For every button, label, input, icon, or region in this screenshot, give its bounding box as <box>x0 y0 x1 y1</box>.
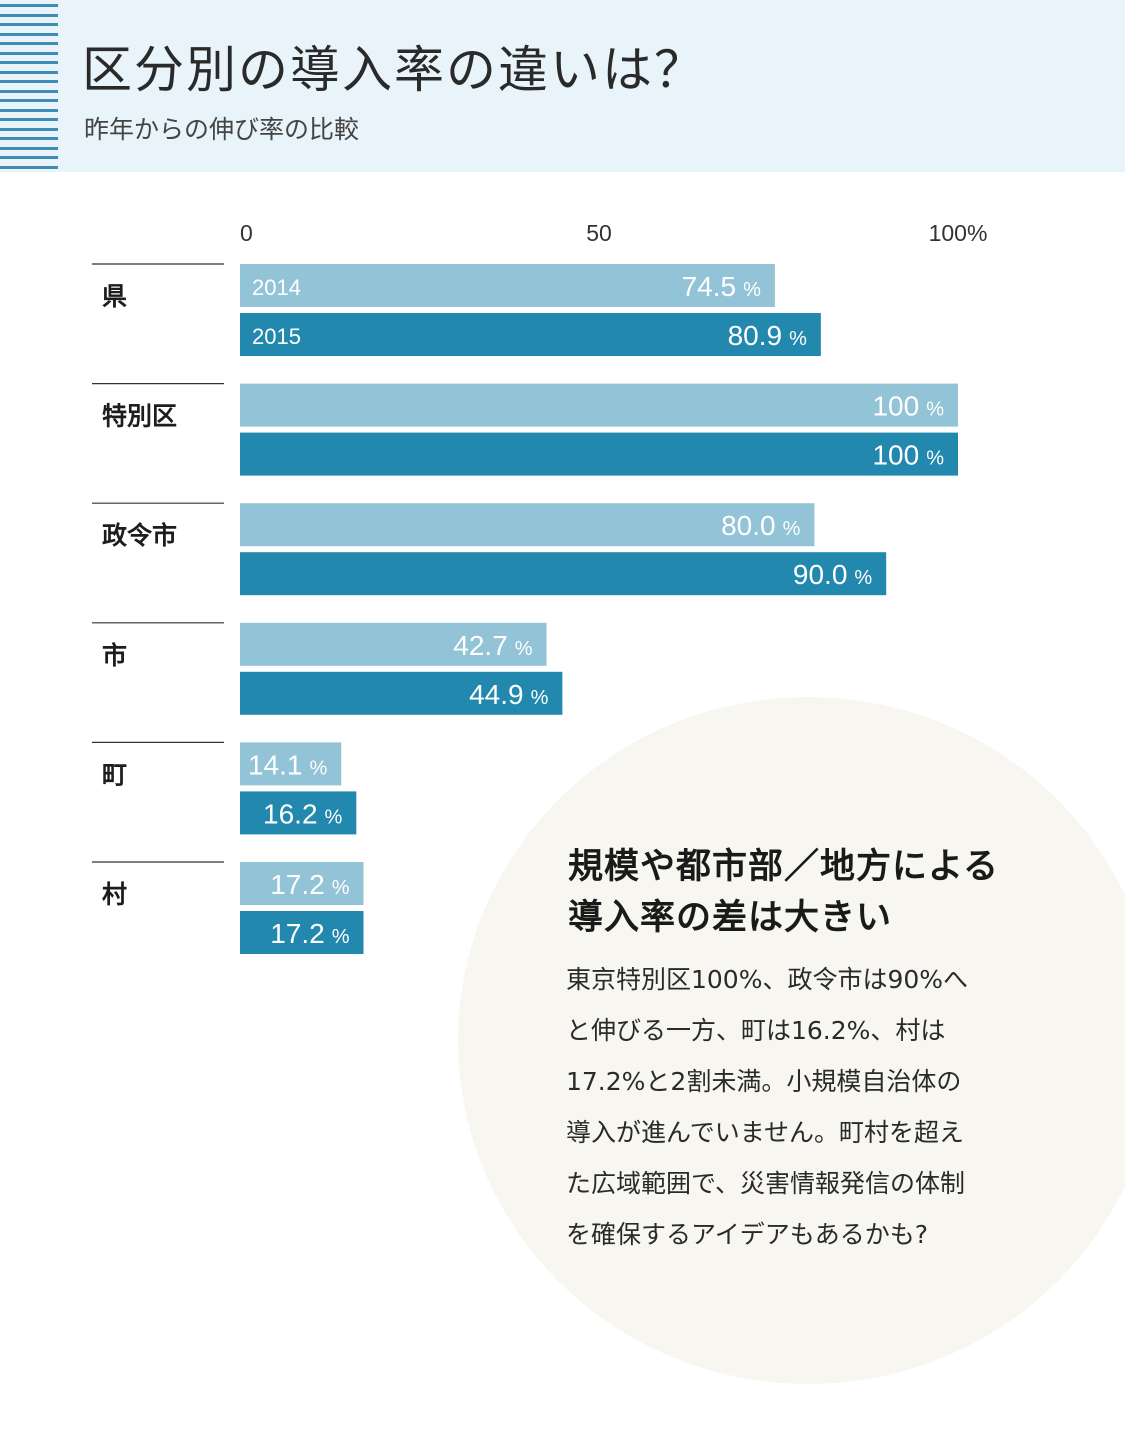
bar-value-label: 44.9% <box>469 679 549 710</box>
category-label: 村 <box>102 880 127 909</box>
bar-2014 <box>240 862 364 905</box>
stripe-line <box>0 118 58 121</box>
bar-2015 <box>240 432 958 476</box>
note-body-line: 東京特別区100%、政令市は90%へ <box>566 965 969 994</box>
stripe-line <box>0 13 58 17</box>
stripe-line <box>0 51 58 55</box>
note-heading: 規模や都市部／地方による 導入率の差は大きい <box>568 842 1108 944</box>
category-label: 町 <box>102 760 127 789</box>
bar-2015 <box>240 911 364 954</box>
bar-2014 <box>240 383 958 427</box>
category-label: 政令市 <box>102 521 177 550</box>
note-body-line: 17.2%と2割未満。小規模自治体の <box>566 1067 962 1096</box>
bar-value-label: 80.9% <box>728 320 808 351</box>
bar-value-label: 42.7% <box>453 630 533 661</box>
stripe-line <box>0 70 58 74</box>
bar-2015 <box>240 671 563 715</box>
bar-value-label: 90.0% <box>793 559 873 590</box>
x-tick-label: 0 <box>240 220 253 246</box>
bar-value-label: 100% <box>872 391 944 422</box>
bar-2015 <box>240 313 821 356</box>
note-heading-line: 導入率の差は大きい <box>568 898 893 938</box>
stripe-decoration <box>0 0 58 172</box>
note-body: 東京特別区100%、政令市は90%へ と伸びる一方、町は16.2%、村は 17.… <box>566 954 1066 1260</box>
category-label: 県 <box>102 282 127 311</box>
stripe-line <box>0 108 58 112</box>
stripe-line <box>0 23 58 26</box>
bar-value-label: 80.0% <box>721 510 801 541</box>
note-heading-line: 規模や都市部／地方による <box>568 847 999 887</box>
bar-2014 <box>240 622 547 666</box>
bar-2015 <box>240 791 357 835</box>
page-subtitle: 昨年からの伸び率の比較 <box>84 115 360 144</box>
bar-value-label: 100% <box>872 440 944 471</box>
category-label: 特別区 <box>102 402 177 431</box>
page-title: 区分別の導入率の違いは？ <box>82 41 706 99</box>
bar-value-label: 16.2% <box>263 798 343 829</box>
stripe-line <box>0 42 58 45</box>
bar-2015 <box>240 552 887 596</box>
stripe-line <box>0 4 58 7</box>
bar-2014 <box>240 503 815 547</box>
stripe-line <box>0 80 58 83</box>
note-body-line: た広域範囲で、災害情報発信の体制 <box>566 1169 966 1198</box>
bar-2014 <box>240 264 775 307</box>
bar-2014 <box>240 742 342 786</box>
note-circle-background <box>458 697 1125 1384</box>
bar-value-label: 14.1% <box>248 749 328 780</box>
bar-chart: 0 50 100% 県 74.5 % 2014 80.9 % 2015 特別区 100 % 100 % 政令市… <box>92 220 988 954</box>
header-banner: 区分別の導入率の違いは？ 昨年からの伸び率の比較 <box>0 0 1125 172</box>
stripe-line <box>0 99 58 102</box>
stripe-line <box>0 137 58 140</box>
category-label: 市 <box>102 641 127 670</box>
series-label: 2014 <box>252 275 301 300</box>
stripe-line <box>0 89 58 93</box>
note-body-line: と伸びる一方、町は16.2%、村は <box>566 1016 946 1045</box>
bar-value-label: 17.2% <box>270 918 350 949</box>
x-tick-label: 50 <box>586 220 612 246</box>
stripe-line <box>0 61 58 64</box>
series-label: 2015 <box>252 324 301 349</box>
x-tick-label: 100% <box>929 220 988 246</box>
bar-value-label: 74.5% <box>682 271 762 302</box>
stripe-line <box>0 127 58 131</box>
stripe-line <box>0 32 58 36</box>
stripe-line <box>0 146 58 150</box>
stripe-line <box>0 165 58 169</box>
note-body-line: 導入が進んでいません。町村を超え <box>566 1118 965 1147</box>
stripe-line <box>0 156 58 159</box>
note-body-line: を確保するアイデアもあるかも? <box>566 1220 929 1249</box>
bar-value-label: 17.2% <box>270 869 350 900</box>
